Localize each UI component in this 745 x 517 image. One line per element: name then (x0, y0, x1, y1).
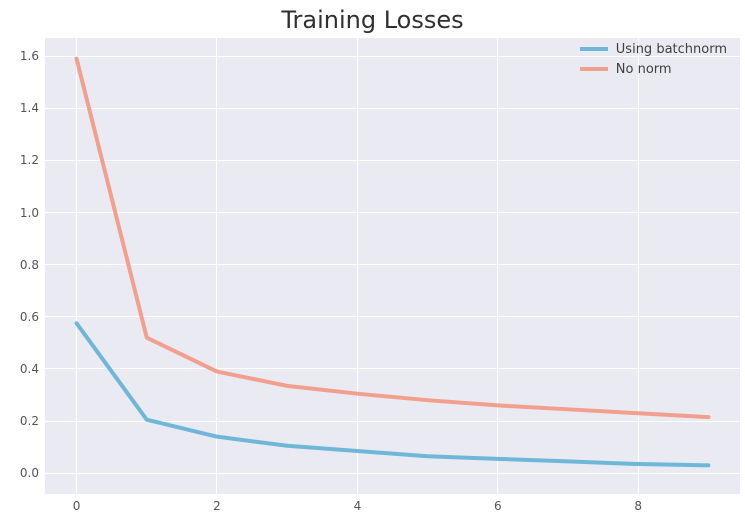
y-tick-label: 0.4 (9, 362, 39, 376)
y-tick-label: 0.8 (9, 258, 39, 272)
legend-swatch (580, 47, 608, 51)
y-tick-label: 1.4 (9, 101, 39, 115)
legend: Using batchnorm No norm (580, 40, 727, 78)
series-line-1 (77, 59, 709, 417)
series-lines (45, 38, 740, 494)
x-tick-label: 4 (347, 499, 367, 513)
legend-item: Using batchnorm (580, 40, 727, 58)
y-tick-label: 0.2 (9, 414, 39, 428)
chart-title: Training Losses (0, 6, 745, 34)
series-line-0 (77, 323, 709, 465)
plot-area (45, 38, 740, 494)
y-tick-label: 1.2 (9, 153, 39, 167)
y-tick-label: 1.6 (9, 49, 39, 63)
chart-container: Training Losses 0.0 0.2 0.4 0.6 0.8 1.0 1.2 1.4… (0, 0, 745, 517)
legend-label: Using batchnorm (616, 42, 727, 57)
x-tick-label: 8 (628, 499, 648, 513)
legend-label: No norm (616, 62, 672, 77)
y-tick-label: 0.6 (9, 310, 39, 324)
y-tick-label: 1.0 (9, 206, 39, 220)
legend-swatch (580, 67, 608, 71)
legend-item: No norm (580, 60, 727, 78)
y-tick-label: 0.0 (9, 466, 39, 480)
x-tick-label: 0 (67, 499, 87, 513)
x-tick-label: 2 (207, 499, 227, 513)
x-tick-label: 6 (488, 499, 508, 513)
